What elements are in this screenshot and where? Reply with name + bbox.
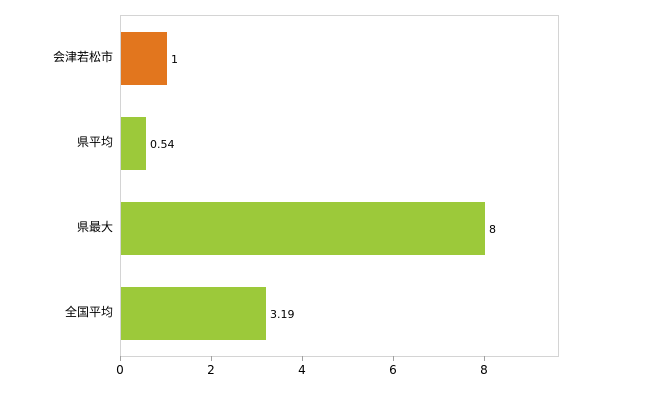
category-label-2: 県最大 [76, 219, 113, 234]
bar-value-label-0: 1 [171, 52, 178, 66]
bar-1 [121, 117, 146, 170]
x-tick-label-1: 2 [207, 363, 215, 377]
category-label-0: 会津若松市 [52, 49, 113, 64]
x-tick-mark-2 [302, 356, 303, 361]
category-label-1: 県平均 [76, 134, 113, 149]
x-tick-mark-3 [393, 356, 394, 361]
category-label-3: 全国平均 [64, 304, 113, 319]
bar-0 [121, 32, 167, 85]
x-tick-mark-1 [211, 356, 212, 361]
x-tick-mark-0 [120, 356, 121, 361]
bar-3 [121, 287, 266, 340]
x-tick-label-4: 8 [480, 363, 488, 377]
x-tick-mark-4 [484, 356, 485, 361]
bar-value-label-1: 0.54 [150, 137, 175, 151]
bar-value-label-2: 8 [489, 222, 496, 236]
plot-area: 1 0.54 8 3.19 [120, 15, 559, 357]
x-tick-label-0: 0 [116, 363, 124, 377]
x-tick-label-3: 6 [389, 363, 397, 377]
bar-value-label-3: 3.19 [270, 307, 295, 321]
bar-2 [121, 202, 485, 255]
x-tick-label-2: 4 [298, 363, 306, 377]
